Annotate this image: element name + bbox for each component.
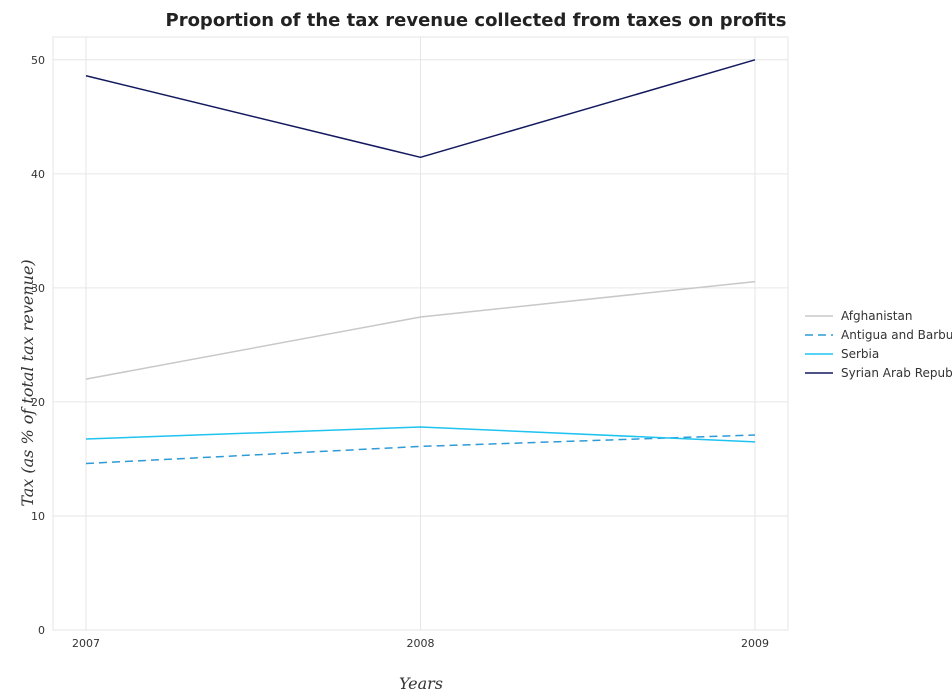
y-tick-label: 30 (31, 282, 45, 295)
x-tick-label: 2009 (741, 637, 769, 650)
series-lines (85, 59, 756, 465)
y-tick-label: 40 (31, 168, 45, 181)
plot-frame (52, 36, 789, 631)
y-axis-title: Tax (as % of total tax revenue) (18, 259, 37, 506)
legend: Afghanistan Antigua and Barbuda Serbia Syri… (805, 309, 952, 380)
series-line (85, 434, 756, 465)
x-axis-ticks: 2007 2008 2009 (72, 637, 769, 650)
legend-label: Antigua and Barbuda (841, 328, 952, 342)
plot-area-border (52, 36, 789, 631)
y-tick-label: 50 (31, 54, 45, 67)
grid (53, 37, 788, 631)
y-tick-label: 10 (31, 510, 45, 523)
series-line (85, 426, 756, 443)
x-tick-label: 2007 (72, 637, 100, 650)
y-axis-ticks: 0 10 20 30 40 50 (31, 54, 45, 637)
series-line (85, 280, 756, 380)
legend-label: Syrian Arab Republic (841, 366, 952, 380)
legend-label: Serbia (841, 347, 879, 361)
series-line (85, 59, 756, 159)
x-tick-label: 2008 (407, 637, 435, 650)
chart-title: Proportion of the tax revenue collected … (166, 10, 787, 31)
x-axis-title: Years (399, 674, 443, 693)
y-tick-label: 20 (31, 396, 45, 409)
legend-label: Afghanistan (841, 309, 912, 323)
y-tick-label: 0 (38, 624, 45, 637)
